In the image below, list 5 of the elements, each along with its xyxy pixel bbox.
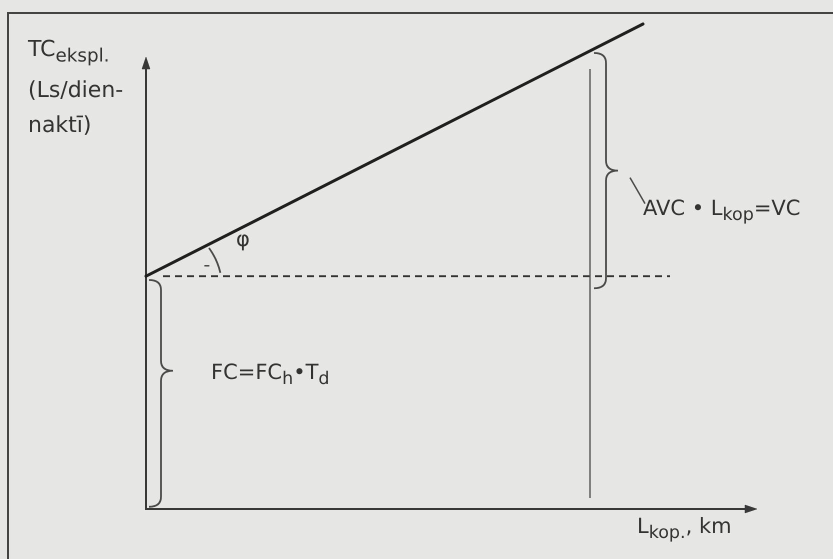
- annotation: φ: [236, 227, 250, 251]
- x-axis-title: L$_{kop.}$, km: [637, 514, 732, 544]
- annotation: AVC • L$_{kop}$=VC: [643, 196, 800, 226]
- annotation: FC=FC$_{h}$•T$_{d}$: [211, 360, 330, 390]
- y-axis-title: TC$_{ekspl.}$ (Ls/dien-naktī): [28, 36, 124, 140]
